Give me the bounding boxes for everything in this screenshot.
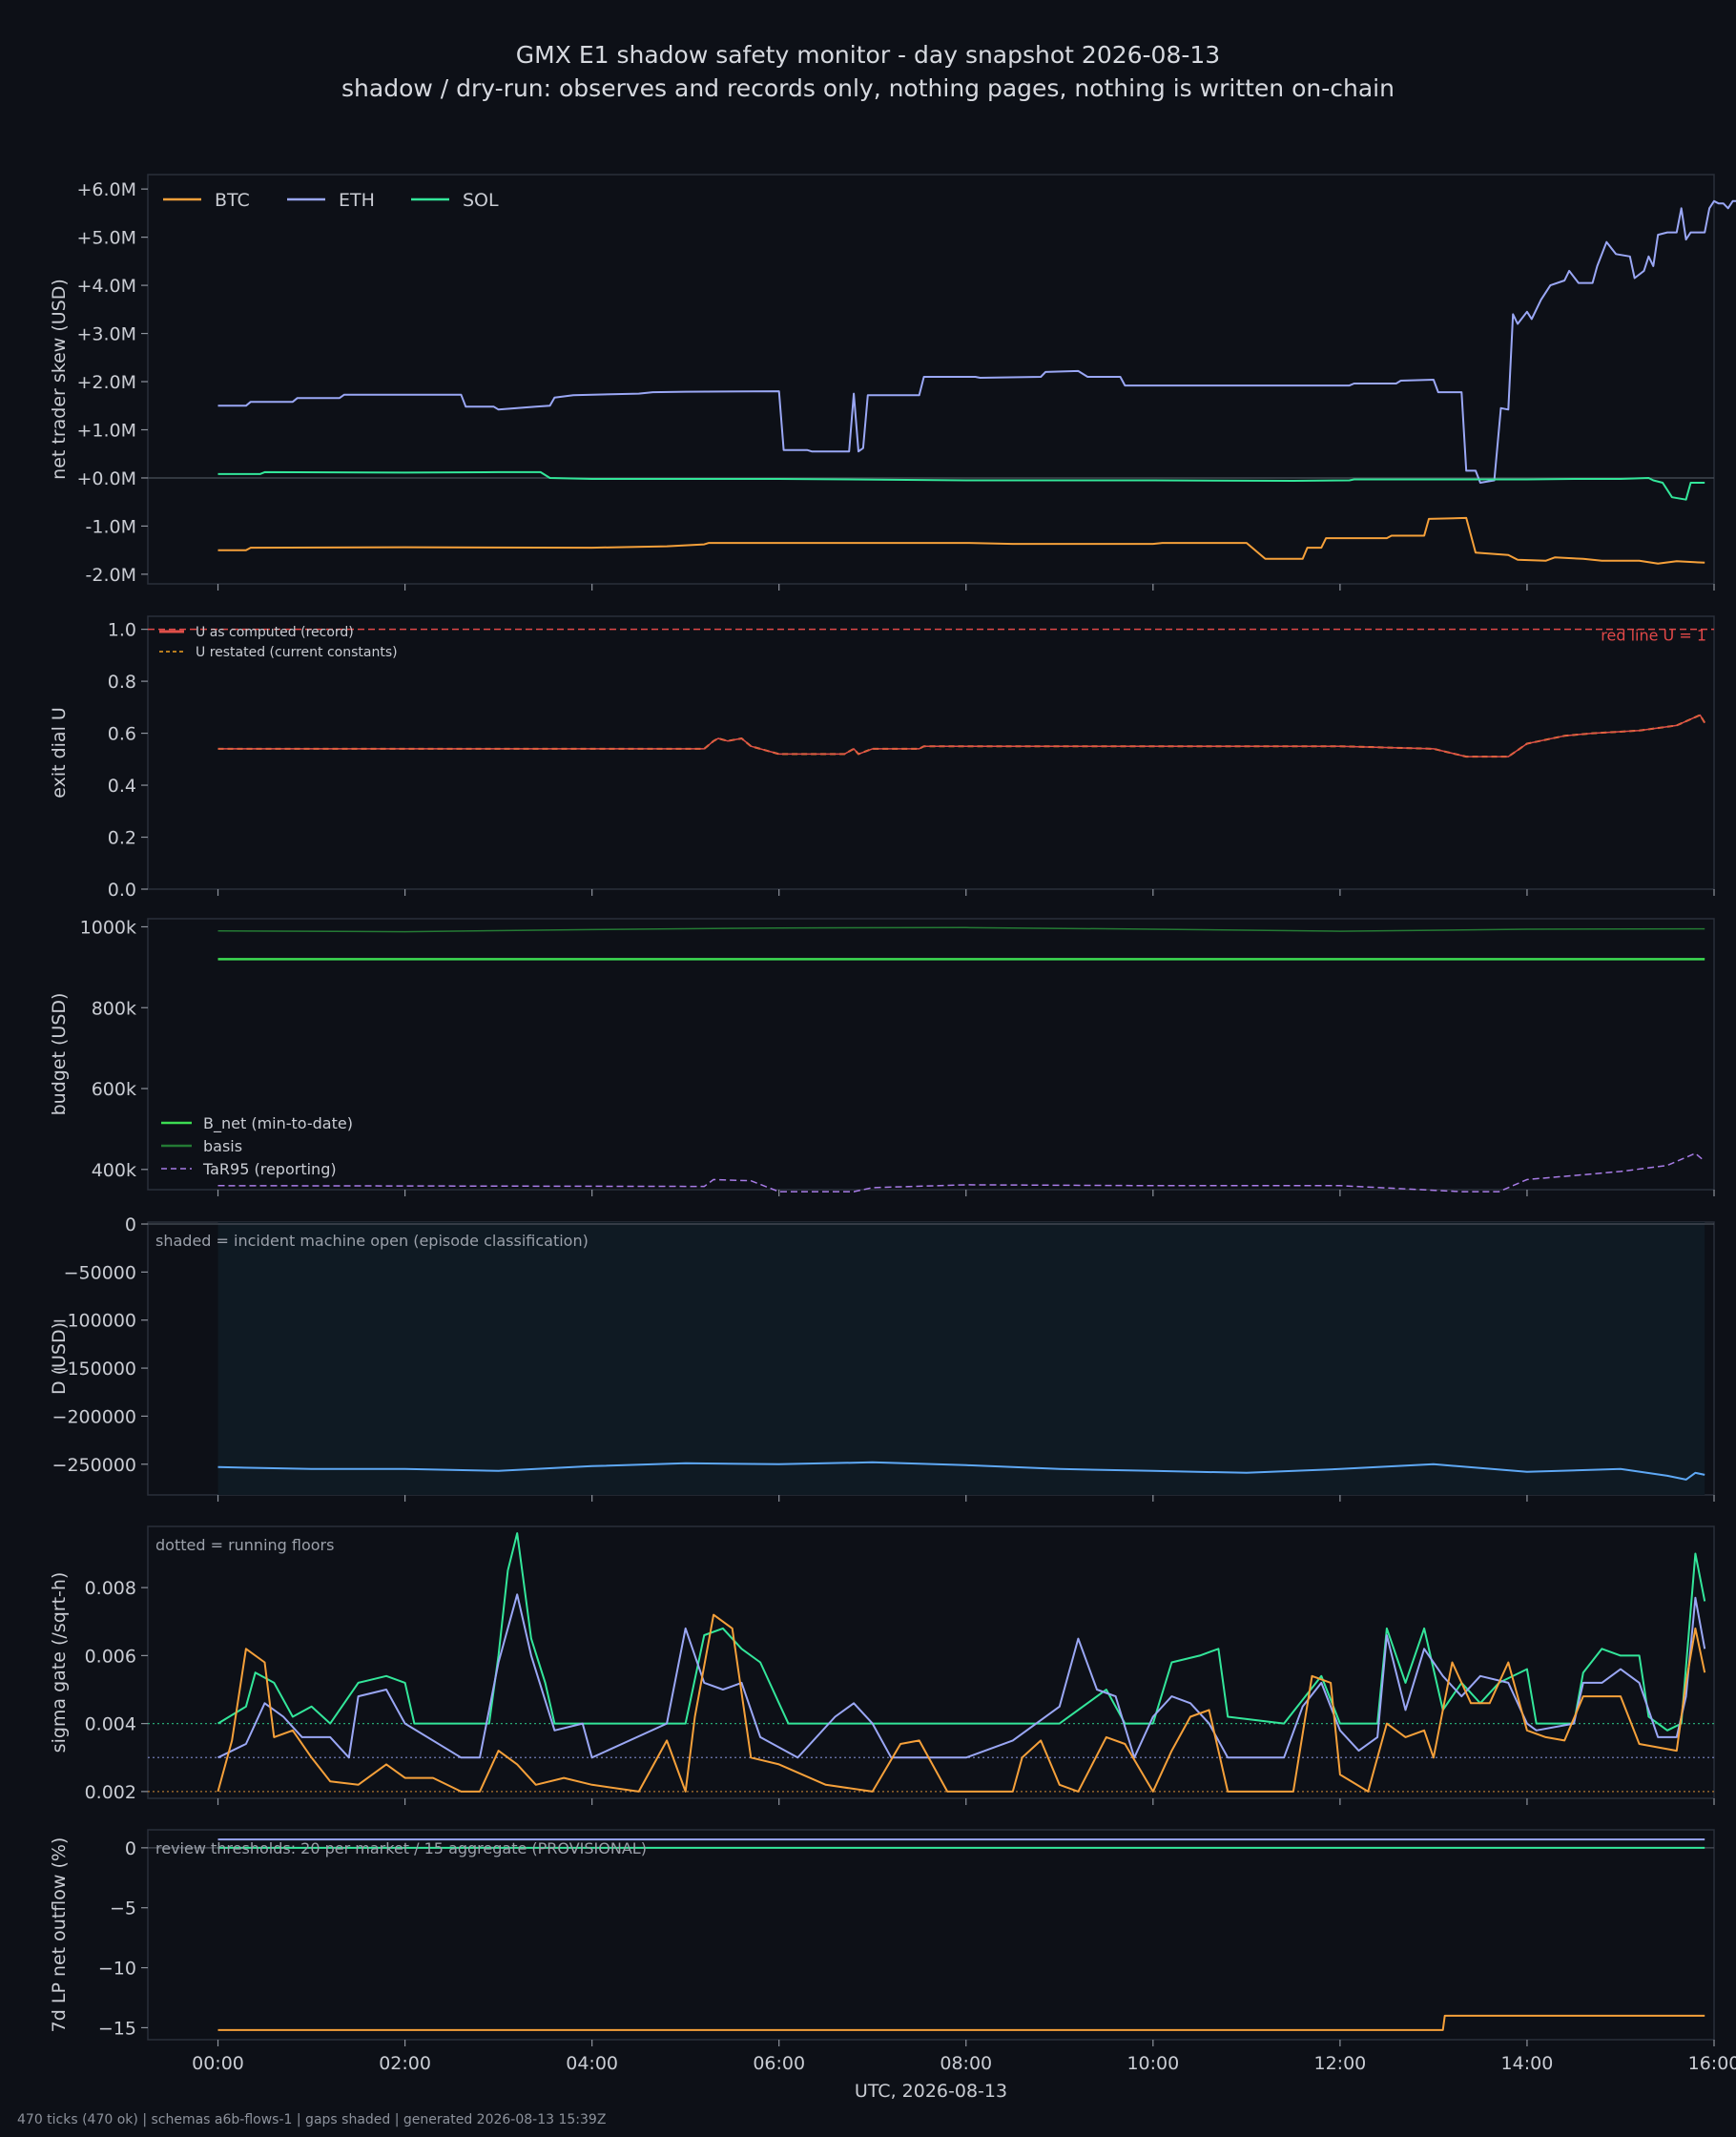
y-tick-label: -1.0M	[86, 516, 136, 537]
y-tick-label: 0.2	[108, 828, 136, 849]
legend-label: B_net (min-to-date)	[203, 1114, 353, 1133]
incident-shade	[217, 1222, 1705, 1495]
x-tick-label: 06:00	[753, 2053, 805, 2074]
y-axis-label: D (USD)	[49, 1322, 70, 1395]
y-tick-label: −100000	[52, 1311, 136, 1332]
y-tick-label: 0.002	[85, 1782, 136, 1803]
y-tick-label: +6.0M	[76, 179, 136, 200]
x-tick-label: 08:00	[940, 2053, 992, 2074]
y-tick-label: −5	[110, 1898, 136, 1919]
y-tick-label: −200000	[52, 1406, 136, 1427]
legend-item: basis	[161, 1137, 242, 1155]
y-tick-label: 400k	[92, 1160, 136, 1181]
y-tick-label: 0.006	[85, 1646, 136, 1667]
legend-item: U as computed (record)	[159, 625, 354, 640]
legend-label: basis	[203, 1137, 242, 1155]
series-line-tar95-reporting-	[217, 1152, 1705, 1193]
y-tick-label: −150000	[52, 1359, 136, 1380]
series-line-sol	[217, 470, 1705, 501]
panel-note: review thresholds: 20 per market / 15 ag…	[155, 1839, 647, 1857]
panel-skew: +6.0M +5.0M +4.0M +3.0M +2.0M +1.0M +0.0M -1.0M…	[49, 174, 1736, 591]
y-tick-label: 0.8	[108, 672, 136, 693]
legend-item: BTC	[163, 190, 250, 211]
y-tick-label: 0.004	[85, 1714, 136, 1735]
series-line-btc	[217, 1613, 1706, 1793]
y-tick-label: 0.008	[85, 1578, 136, 1599]
legend-label: U as computed (record)	[196, 625, 354, 640]
series-line-eth	[217, 1593, 1706, 1759]
series-line-sol	[217, 1532, 1706, 1732]
y-axis-label: 7d LP net outflow (%)	[49, 1837, 70, 2033]
legend-item: B_net (min-to-date)	[161, 1114, 353, 1133]
legend-item: ETH	[287, 190, 375, 211]
x-tick-label: 00:00	[192, 2053, 244, 2074]
y-tick-label: +1.0M	[76, 420, 136, 441]
y-tick-label: +3.0M	[76, 324, 136, 345]
panel-note: dotted = running floors	[155, 1536, 334, 1554]
panel-sigma: 0.002 0.004 0.006 0.008 sigma gate (/sqrt-h)…	[49, 1525, 1715, 1805]
legend-label: BTC	[215, 190, 250, 211]
legend-label: U restated (current constants)	[196, 645, 398, 660]
legend-item: SOL	[411, 190, 499, 211]
legend-item: TaR95 (reporting)	[161, 1160, 337, 1178]
panel-note: shaded = incident machine open (episode …	[155, 1232, 589, 1250]
y-tick-label: −50000	[64, 1262, 136, 1283]
y-tick-label: +4.0M	[76, 276, 136, 297]
y-tick-label: 1000k	[80, 917, 136, 938]
series-line-btc	[217, 2014, 1705, 2031]
panel-frame	[147, 174, 1715, 585]
x-tick-label: 10:00	[1126, 2053, 1179, 2074]
legend-label: TaR95 (reporting)	[202, 1160, 337, 1178]
y-tick-label: −250000	[52, 1455, 136, 1476]
series-line-eth	[217, 199, 1736, 484]
y-tick-label: +5.0M	[76, 228, 136, 249]
y-tick-label: +0.0M	[76, 468, 136, 489]
x-axis-label: UTC, 2026-08-13	[855, 2081, 1007, 2102]
series-line-d	[217, 1461, 1705, 1481]
chart-subtitle: shadow / dry-run: observes and records o…	[341, 74, 1395, 102]
y-tick-label: 800k	[92, 998, 136, 1019]
panel-frame	[147, 615, 1715, 890]
y-tick-label: 600k	[92, 1079, 136, 1100]
y-tick-label: 0	[125, 1838, 136, 1859]
x-tick-label: 12:00	[1313, 2053, 1366, 2074]
y-tick-label: -2.0M	[86, 565, 136, 586]
panel-D: 0 −50000 −100000 −150000 −200000 −250000 D (US…	[49, 1214, 1715, 1502]
y-tick-label: +2.0M	[76, 372, 136, 393]
panel-frame	[147, 918, 1715, 1191]
panel-lp_outflow: 0 −5 −10 −15 7d LP net outflow (%) review thr…	[49, 1829, 1736, 2102]
x-tick-label: 04:00	[566, 2053, 618, 2074]
y-axis-label: net trader skew (USD)	[49, 279, 70, 480]
panel-exit_dial: 0.0 0.2 0.4 0.6 0.8 1.0 exit dial U red line U …	[49, 615, 1715, 901]
y-tick-label: 1.0	[108, 620, 136, 641]
legend-label: SOL	[463, 190, 499, 211]
y-tick-label: 0.6	[108, 724, 136, 745]
x-tick-label: 02:00	[379, 2053, 431, 2074]
y-tick-label: −15	[98, 2018, 136, 2039]
series-line-btc	[217, 516, 1705, 565]
y-tick-label: 0.4	[108, 776, 136, 797]
panel-frame	[147, 1829, 1715, 2041]
x-tick-label: 16:00	[1688, 2053, 1736, 2074]
footer-status: 470 ticks (470 ok) | schemas a6b-flows-1…	[17, 2112, 607, 2127]
series-line-basis	[217, 926, 1705, 933]
chart-title: GMX E1 shadow safety monitor - day snaps…	[515, 41, 1221, 69]
red-line-label: red line U = 1	[1601, 627, 1706, 645]
y-tick-label: −10	[98, 1959, 136, 1980]
legend-item: U restated (current constants)	[159, 645, 398, 660]
series-line-u-as-computed-record-	[217, 714, 1705, 757]
y-tick-label: 0.0	[108, 880, 136, 901]
x-tick-label: 14:00	[1501, 2053, 1554, 2074]
legend-label: ETH	[339, 190, 375, 211]
panel-budget: 400k 600k 800k 1000k budget (USD) B_net (min-…	[49, 917, 1715, 1196]
y-axis-label: exit dial U	[49, 707, 70, 799]
y-axis-label: budget (USD)	[49, 993, 70, 1116]
y-tick-label: 0	[125, 1214, 136, 1235]
y-axis-label: sigma gate (/sqrt-h)	[49, 1572, 70, 1753]
